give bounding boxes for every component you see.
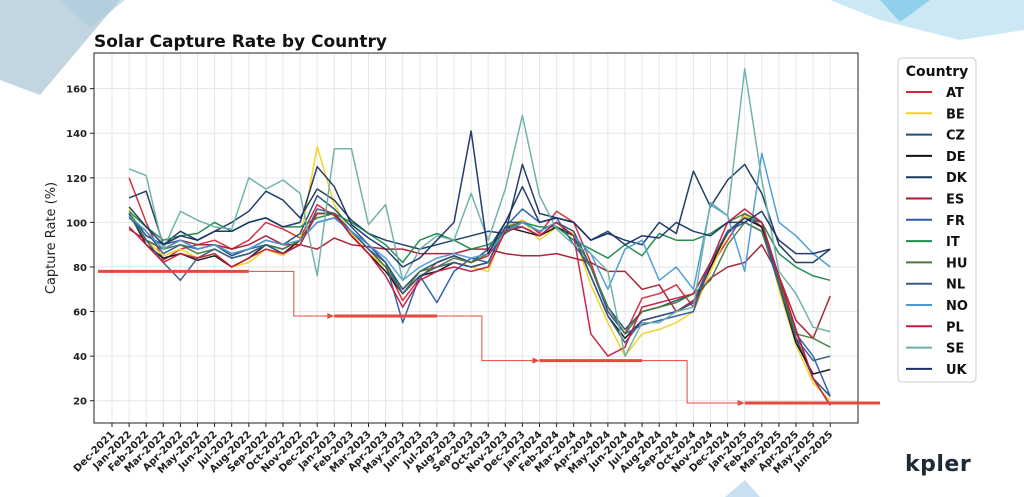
legend-box (897, 57, 977, 383)
legend-label-no: NO (946, 299, 968, 314)
legend-label-se: SE (946, 342, 964, 357)
y-tick-label: 140 (66, 129, 87, 140)
annotation-steps (98, 269, 880, 406)
plot-frame (93, 52, 859, 424)
legend-label-cz: CZ (946, 129, 965, 144)
series-group (128, 67, 831, 406)
legend-label-dk: DK (946, 171, 968, 186)
legend-title: Country (906, 64, 969, 80)
y-tick-label: 100 (66, 218, 87, 229)
annotation-arrowhead (532, 357, 540, 364)
y-tick-label: 160 (66, 85, 87, 96)
legend-label-de: DE (946, 150, 966, 165)
brand-logo: kpler (905, 452, 972, 477)
decor-shape-bottom (725, 480, 760, 497)
series-line-se (128, 67, 831, 357)
y-tick-label: 40 (73, 352, 87, 363)
y-tick-label: 20 (73, 397, 87, 408)
y-axis: 20 40 60 80 100 120 140 160 (66, 85, 94, 408)
series-line-cz (128, 194, 831, 397)
annotation-connector (436, 315, 536, 362)
legend-label-it: IT (946, 235, 960, 250)
series-line-uk (128, 130, 831, 268)
legend-label-fr: FR (946, 214, 965, 229)
grid (94, 53, 858, 423)
y-tick-label: 60 (73, 308, 87, 319)
annotation-connector (248, 270, 331, 317)
annotation-arrowhead (327, 313, 335, 320)
y-tick-label: 80 (73, 263, 87, 274)
series-line-dk (128, 163, 831, 264)
series-line-de (128, 212, 831, 375)
series-line-at (128, 177, 831, 406)
annotation-arrowhead (737, 399, 745, 406)
legend: Country AT BE CZ DE DK ES FR IT HU NL NO PL SE UK (897, 57, 977, 383)
chart-title: Solar Capture Rate by Country (94, 32, 387, 52)
legend-label-pl: PL (946, 320, 964, 335)
legend-label-es: ES (946, 193, 964, 208)
series-line-es (128, 228, 831, 340)
decor-shape-topleft-small (60, 0, 125, 28)
decor-shape-topright (830, 0, 1024, 40)
legend-label-nl: NL (946, 278, 965, 293)
legend-items: AT BE CZ DE DK ES FR IT HU NL NO PL SE UK (906, 86, 968, 378)
annotation-connector (642, 360, 741, 404)
series-line-nl (128, 208, 831, 362)
y-axis-label: Capture Rate (%) (44, 182, 59, 294)
y-tick-label: 120 (66, 174, 87, 185)
legend-label-be: BE (946, 107, 965, 122)
x-axis: Dec-2021Jan-2022Feb-2022Mar-2022Apr-2022… (72, 423, 835, 476)
series-line-pl (128, 208, 831, 406)
series-line-no (128, 152, 831, 291)
decor-shape-topright-small (880, 0, 930, 22)
legend-label-at: AT (946, 86, 964, 101)
legend-label-hu: HU (946, 256, 967, 271)
legend-label-uk: UK (946, 363, 968, 378)
